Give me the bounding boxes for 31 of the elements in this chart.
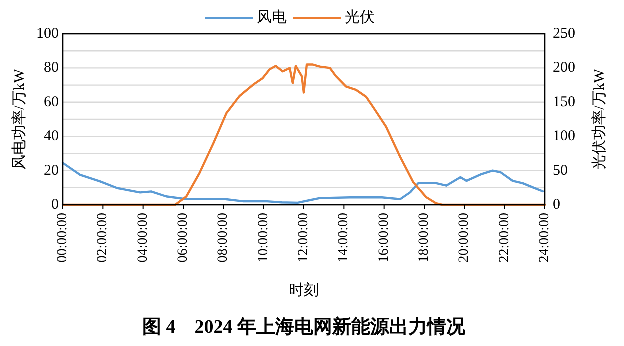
x-tick-label: 06:00:00 <box>176 213 191 263</box>
y-tick-label: 40 <box>44 128 59 145</box>
y-tick-label: 60 <box>44 94 59 110</box>
x-tick-label: 22:00:00 <box>497 213 512 263</box>
x-tick-label: 16:00:00 <box>376 213 392 263</box>
y-tick-label: 100 <box>36 26 59 42</box>
text: 图 4 2024 年上海电网新能源出力情况 <box>142 316 466 338</box>
x-tick-label: 24:00:00 <box>538 213 552 263</box>
x-tick-label: 10:00:00 <box>256 213 272 263</box>
legend-label: 风电 <box>257 9 287 26</box>
y2-tick-label: 100 <box>553 128 576 145</box>
y-tick-label: 80 <box>44 60 59 76</box>
y-tick-label: 20 <box>44 162 59 179</box>
x-tick-label: 08:00:00 <box>216 213 232 263</box>
x-tick-label: 12:00:00 <box>296 213 312 263</box>
x-tick-label: 02:00:00 <box>96 213 111 263</box>
y2-axis-title: 光伏功率/万kW <box>591 68 608 170</box>
y2-tick-label: 50 <box>553 162 568 179</box>
legend-label: 光伏 <box>345 9 375 26</box>
x-tick-label: 20:00:00 <box>457 213 472 263</box>
y2-tick-label: 150 <box>553 94 576 110</box>
y2-tick-label: 0 <box>553 197 560 213</box>
x-tick-label: 14:00:00 <box>336 213 352 263</box>
x-axis-title: 时刻 <box>289 282 319 299</box>
y-axis-title: 风电功率/万kW <box>11 68 28 170</box>
y2-tick-label: 250 <box>553 26 576 42</box>
x-tick-label: 04:00:00 <box>136 213 151 263</box>
x-tick-label: 18:00:00 <box>417 213 432 263</box>
x-tick-label: 00:00:00 <box>56 213 70 263</box>
y-tick-label: 0 <box>52 197 59 213</box>
y2-tick-label: 200 <box>553 60 576 76</box>
